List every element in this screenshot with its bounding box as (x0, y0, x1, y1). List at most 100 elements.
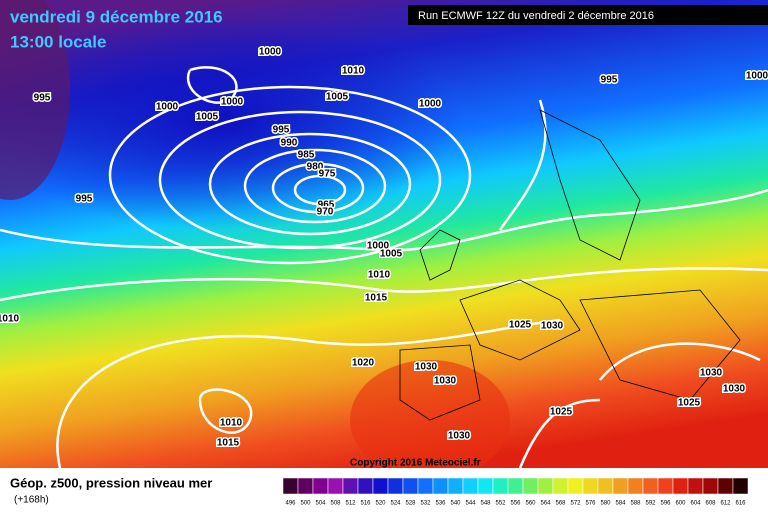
isobar-label: 1030 (448, 431, 471, 442)
isobar-label: 1000 (156, 102, 179, 113)
colorbar-label: 552 (495, 501, 506, 507)
colorbar-label: 556 (510, 501, 521, 507)
colorbar-label: 496 (285, 501, 296, 507)
colorbar-label: 560 (525, 501, 536, 507)
colorbar-swatch (642, 477, 659, 495)
isobar-label: 1015 (217, 438, 240, 449)
colorbar-label: 584 (615, 501, 626, 507)
colorbar-label: 508 (330, 501, 341, 507)
isobar-label: 1010 (368, 270, 391, 281)
colorbar-label: 528 (405, 501, 416, 507)
isobar-label: 1000 (221, 97, 244, 108)
isobar-label: 1030 (700, 368, 723, 379)
isobar-label: 1010 (0, 314, 20, 325)
colorbar-label: 576 (585, 501, 596, 507)
colorbar-swatch (612, 477, 629, 495)
isobar-label: 995 (601, 75, 618, 86)
isobar-label: 1005 (380, 249, 403, 260)
colorbar-swatch (462, 477, 479, 495)
isobar-label: 995 (273, 125, 290, 136)
colorbar-swatch (687, 477, 704, 495)
isobar-label: 1005 (326, 92, 349, 103)
isobar-label: 1030 (415, 362, 438, 373)
colorbar-swatch (327, 477, 344, 495)
colorbar-swatch (312, 477, 329, 495)
isobar-label: 995 (76, 194, 93, 205)
isobar-label: 1010 (220, 418, 243, 429)
colorbar-swatch (492, 477, 509, 495)
colorbar-swatch (387, 477, 404, 495)
colorbar-label: 600 (675, 501, 686, 507)
colorbar-label: 544 (465, 501, 476, 507)
isobar-label: 1005 (196, 112, 219, 123)
colorbar-label: 516 (360, 501, 371, 507)
coastlines (399, 109, 741, 421)
colorbar-swatch (732, 477, 749, 495)
isobar-label: 1020 (352, 358, 375, 369)
isobar-label: 1010 (342, 66, 365, 77)
isobar-label: 1030 (723, 384, 746, 395)
colorbar-label: 616 (735, 501, 746, 507)
isobar-label: 1000 (746, 71, 768, 82)
colorbar-label: 572 (570, 501, 581, 507)
colorbar-swatch (567, 477, 584, 495)
map (0, 0, 768, 480)
colorbar-label: 592 (645, 501, 656, 507)
colorbar-swatch (717, 477, 734, 495)
colorbar-label: 504 (315, 501, 326, 507)
colorbar-swatch (582, 477, 599, 495)
isobar-label: 980 (307, 162, 324, 173)
isobar-label: 1000 (419, 99, 442, 110)
lead-time: (+168h) (14, 495, 49, 506)
colorbar-swatch (657, 477, 674, 495)
colorbar-swatch (417, 477, 434, 495)
colorbar-swatch (477, 477, 494, 495)
isobar-label: 1015 (365, 293, 388, 304)
colorbar-label: 608 (705, 501, 716, 507)
colorbar-swatch (282, 477, 299, 495)
isobar-label: 965 (318, 200, 335, 211)
isobar-label: 1025 (509, 320, 532, 331)
isobar-label: 970 (317, 207, 334, 218)
isobar-label: 1030 (434, 376, 457, 387)
colorbar-label: 548 (480, 501, 491, 507)
colorbar-label: 520 (375, 501, 386, 507)
colorbar-label: 532 (420, 501, 431, 507)
colorbar-swatch (342, 477, 359, 495)
colorbar-swatch (297, 477, 314, 495)
isobar-label: 1000 (367, 241, 390, 252)
colorbar-label: 612 (720, 501, 731, 507)
colorbar-swatch (372, 477, 389, 495)
copyright: Copyright 2016 Meteociel.fr (350, 458, 481, 469)
colorbar-label: 536 (435, 501, 446, 507)
colorbar-swatch (507, 477, 524, 495)
colorbar-label: 604 (690, 501, 701, 507)
isobar-label: 975 (319, 169, 336, 180)
colorbar-swatch (447, 477, 464, 495)
colorbar-label: 512 (345, 501, 356, 507)
colorbar-label: 568 (555, 501, 566, 507)
colorbar-swatch (522, 477, 539, 495)
colorbar-swatch (552, 477, 569, 495)
colorbar-label: 564 (540, 501, 551, 507)
colorbar-swatch (627, 477, 644, 495)
isobars (0, 66, 768, 469)
colorbar-swatch (702, 477, 719, 495)
colorbar-swatch (672, 477, 689, 495)
time: 13:00 locale (10, 32, 106, 51)
isobar-label: 990 (281, 138, 298, 149)
isobar-label: 1025 (678, 398, 701, 409)
isobar-label: 995 (34, 93, 51, 104)
colorbar-label: 540 (450, 501, 461, 507)
isobar-label: 1030 (541, 321, 564, 332)
colorbar-swatch (537, 477, 554, 495)
isobar-label: 985 (298, 150, 315, 161)
colorbar-swatch (357, 477, 374, 495)
isobar-label: 1000 (259, 47, 282, 58)
colorbar-swatch (597, 477, 614, 495)
colorbar-label: 524 (390, 501, 401, 507)
colorbar-swatch (432, 477, 449, 495)
date: vendredi 9 décembre 2016 (10, 7, 223, 26)
isobar-label: 1025 (550, 407, 573, 418)
